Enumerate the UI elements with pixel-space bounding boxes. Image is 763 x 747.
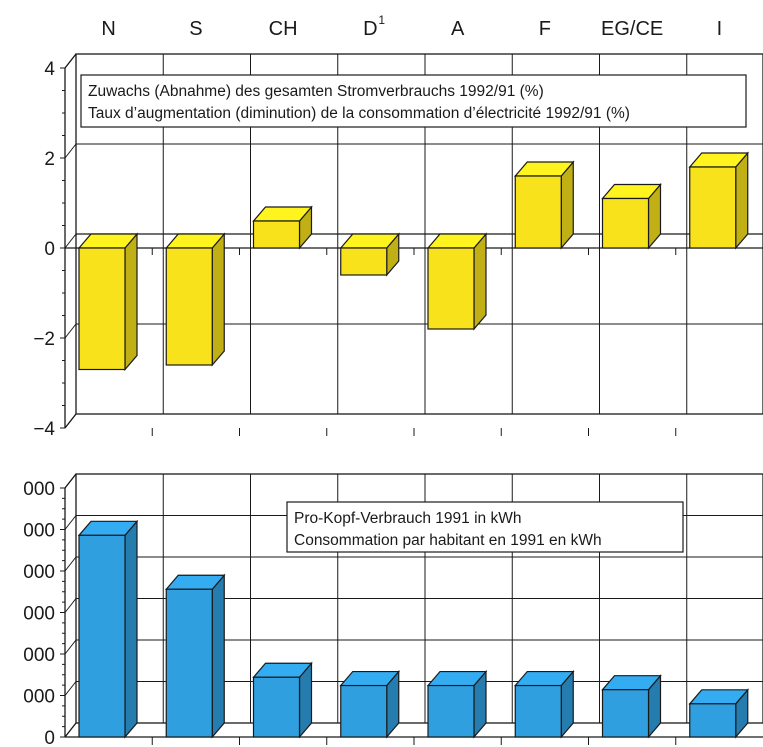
bar-d xyxy=(339,232,401,277)
bar-side-face xyxy=(735,151,749,250)
bar-i xyxy=(688,151,750,250)
bar-front-face xyxy=(427,247,475,330)
gridline-side xyxy=(64,143,77,159)
chart-note-line: Pro-Kopf-Verbrauch 1991 in kWh xyxy=(294,510,521,527)
bar-front-face xyxy=(340,684,388,738)
y-tick-label: 0 xyxy=(44,728,55,747)
bar-front-face xyxy=(165,588,213,738)
y-tick-label: 000 xyxy=(23,645,55,666)
gridline-side xyxy=(64,473,77,489)
bar-front-face xyxy=(252,220,301,249)
bar-front-face xyxy=(340,247,388,276)
y-tick-label: 2 xyxy=(44,149,55,170)
bar-side-face xyxy=(211,232,225,367)
bar-n xyxy=(77,519,139,739)
y-tick-label: 000 xyxy=(23,521,55,542)
bar-front-face xyxy=(427,684,475,738)
bar-side-face xyxy=(473,232,487,331)
bar-side-face xyxy=(560,160,574,250)
y-tick-label: 0 xyxy=(44,239,55,260)
gridline-side xyxy=(64,598,77,613)
gridline-side xyxy=(64,722,77,738)
category-label-i: I xyxy=(717,18,723,40)
category-label-f: F xyxy=(539,18,551,40)
category-label-n: N xyxy=(101,18,115,40)
bar-front-face xyxy=(514,684,562,738)
chart-note-line: Zuwachs (Abnahme) des gesamten Stromverb… xyxy=(88,83,544,100)
y-tick-label: −2 xyxy=(33,329,55,350)
y-tick-label: 000 xyxy=(23,479,55,500)
chart-note-line: Consommation par habitant en 1991 en kWh xyxy=(294,532,602,549)
bar-a xyxy=(426,232,488,331)
bar-side-face xyxy=(124,232,138,372)
category-label-d: D xyxy=(363,18,377,40)
bar-front-face xyxy=(165,247,213,366)
y-tick-label: 4 xyxy=(44,59,55,80)
y-tick-label: 000 xyxy=(23,562,55,583)
bar-n xyxy=(77,232,139,372)
bar-front-face xyxy=(78,247,126,371)
bar-front-face xyxy=(514,175,562,249)
bar-s xyxy=(164,232,226,367)
chart-note-line: Taux d’augmentation (diminution) de la c… xyxy=(88,105,630,122)
bar-i xyxy=(688,688,750,739)
category-label-egce: EG/CE xyxy=(601,18,663,40)
category-label-s: S xyxy=(189,18,202,40)
gridline-side xyxy=(64,639,77,655)
bar-front-face xyxy=(689,703,737,738)
bar-a xyxy=(426,669,488,739)
bar-front-face xyxy=(78,534,126,738)
bar-side-face xyxy=(124,519,138,739)
chart-note-box xyxy=(286,501,684,553)
bar-d xyxy=(339,669,401,739)
gridline-side xyxy=(64,556,77,572)
gridline-side xyxy=(64,233,77,249)
bar-f xyxy=(513,669,575,739)
gridline-side xyxy=(64,323,77,339)
chart-note-box xyxy=(80,74,747,128)
category-labels: N S CH D 1 A F EG/CE I xyxy=(101,13,722,40)
bar-s xyxy=(164,573,226,739)
gridline-side xyxy=(64,515,77,530)
bar-ch xyxy=(252,205,313,250)
gridline-side xyxy=(64,681,77,696)
gridline-side xyxy=(64,53,77,69)
bar-egce xyxy=(601,674,662,739)
bar-side-face xyxy=(211,573,225,739)
gridline-side xyxy=(64,413,77,429)
y-tick-label: 000 xyxy=(23,604,55,625)
bar-ch xyxy=(252,661,313,739)
y-tick-label: 000 xyxy=(23,687,55,708)
bar-front-face xyxy=(252,676,301,738)
growth-chart: 4 2 0 −2 −4 Zuwachs (Abnahme) des gesamten St… xyxy=(33,53,763,440)
y-tick-label: −4 xyxy=(33,419,55,440)
category-label-ch: CH xyxy=(269,18,298,40)
category-label-a: A xyxy=(451,18,465,40)
bar-f xyxy=(513,160,575,250)
footnote-mark: 1 xyxy=(378,13,385,27)
bar-front-face xyxy=(601,197,650,249)
bar-front-face xyxy=(601,689,650,738)
bar-front-face xyxy=(689,166,737,249)
bar-egce xyxy=(601,182,662,250)
